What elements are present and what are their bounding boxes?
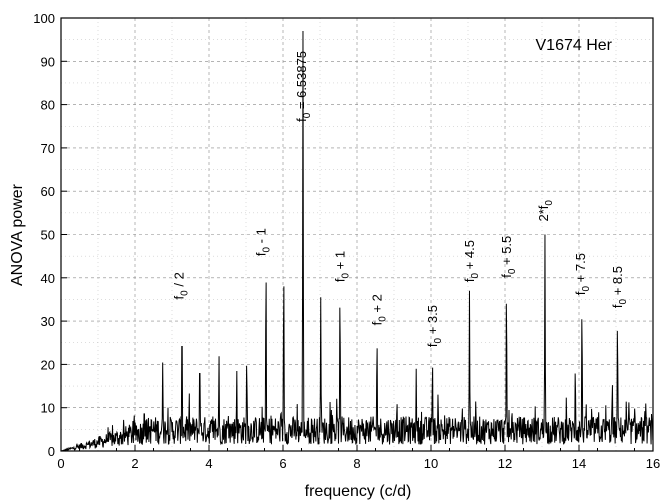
chart-title: V1674 Her [536, 37, 613, 54]
x-tick-label: 2 [131, 456, 138, 471]
y-tick-label: 60 [41, 184, 55, 199]
y-axis-label: ANOVA power [9, 183, 26, 286]
peak-label: f0 + 7.5 [573, 253, 592, 295]
y-tick-label: 40 [41, 271, 55, 286]
y-tick-label: 30 [41, 314, 55, 329]
peak-label: f0 + 5.5 [499, 236, 518, 278]
y-tick-label: 10 [41, 401, 55, 416]
peak-label: f0 + 8.5 [610, 266, 629, 308]
y-tick-label: 80 [41, 98, 55, 113]
peak-label: f0 + 3.5 [425, 305, 444, 347]
x-axis-label: frequency (c/d) [305, 483, 412, 500]
y-tick-label: 70 [41, 141, 55, 156]
x-tick-label: 6 [279, 456, 286, 471]
peak-label: f0 / 2 [171, 272, 190, 299]
y-tick-label: 20 [41, 357, 55, 372]
x-tick-label: 0 [57, 456, 64, 471]
x-tick-label: 12 [498, 456, 512, 471]
grid [61, 18, 653, 451]
x-tick-label: 14 [572, 456, 586, 471]
x-tick-label: 4 [205, 456, 212, 471]
x-tick-label: 8 [353, 456, 360, 471]
y-tick-label: 100 [33, 11, 55, 26]
y-tick-label: 50 [41, 228, 55, 243]
peak-label: f0 + 1 [332, 251, 351, 282]
x-tick-label: 10 [424, 456, 438, 471]
peak-label: 2*f0 [536, 200, 555, 222]
y-tick-label: 0 [48, 444, 55, 459]
peak-label: f0 + 4.5 [462, 240, 481, 282]
peak-label: f0 - 1 [254, 228, 273, 256]
peak-label: f0 + 2 [369, 294, 388, 325]
peak-annotations: f0 / 2 f0 - 1 f0 = 6.53875 f0 + 1 f0 + 2 f0 +… [171, 51, 628, 347]
x-tick-label: 16 [646, 456, 660, 471]
y-tick-label: 90 [41, 54, 55, 69]
peak-label: f0 = 6.53875 [294, 51, 313, 122]
